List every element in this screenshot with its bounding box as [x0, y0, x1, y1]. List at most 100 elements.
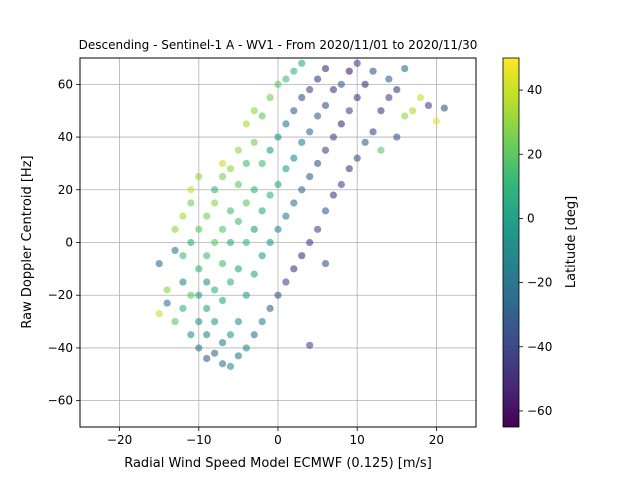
data-point [369, 67, 377, 75]
data-point [226, 165, 235, 173]
data-point [234, 265, 242, 273]
data-point [329, 191, 338, 199]
data-point [369, 128, 377, 136]
data-point [282, 278, 290, 286]
data-point [353, 154, 361, 162]
data-point [274, 225, 282, 233]
data-point [203, 354, 211, 363]
data-point [155, 310, 163, 318]
data-point [211, 286, 219, 294]
data-point [226, 207, 235, 215]
colorbar-ticks: −60 −40 −20 0 20 40 [519, 83, 552, 418]
data-point [337, 120, 345, 128]
data-point [290, 107, 298, 115]
data-point [416, 93, 425, 102]
data-point [203, 252, 211, 260]
x-tick-label: 20 [429, 433, 444, 447]
y-tick-label: 20 [58, 183, 73, 197]
data-point [440, 104, 448, 112]
data-point [298, 138, 306, 146]
data-point [274, 180, 282, 189]
y-tick-label: 60 [58, 77, 73, 91]
grid [80, 58, 476, 427]
data-point [401, 64, 409, 73]
data-point [314, 112, 322, 120]
data-point [187, 238, 195, 247]
y-tick-label: −20 [48, 288, 73, 302]
data-point [258, 112, 266, 120]
data-point [195, 265, 203, 273]
data-point [242, 291, 250, 299]
data-point [195, 173, 203, 181]
data-point [250, 138, 258, 146]
data-point [258, 159, 266, 168]
data-point [171, 317, 179, 326]
data-point [266, 238, 274, 247]
data-point [187, 331, 195, 339]
data-point [329, 86, 338, 94]
data-point [218, 259, 227, 268]
data-point [266, 146, 274, 154]
y-tick-label: 40 [58, 130, 73, 144]
colorbar [502, 57, 520, 428]
data-point [171, 225, 179, 233]
data-point [242, 159, 250, 168]
colorbar-tick-label: 40 [527, 83, 542, 97]
data-point [179, 212, 187, 220]
data-point [258, 207, 266, 215]
data-point [242, 120, 250, 128]
data-point [274, 133, 282, 141]
data-point [290, 67, 298, 75]
data-point [211, 199, 219, 207]
data-point [195, 225, 203, 233]
data-point [329, 133, 338, 141]
data-point [306, 128, 314, 136]
data-point [211, 186, 219, 194]
data-point [250, 107, 258, 115]
data-point [179, 304, 187, 312]
data-point [195, 291, 203, 299]
data-point [226, 278, 235, 286]
chart-title: Descending - Sentinel-1 A - WV1 - From 2… [79, 38, 478, 52]
data-point [282, 75, 290, 83]
colorbar-tick-label: −20 [527, 276, 552, 290]
data-point [290, 199, 298, 207]
data-point [361, 138, 369, 146]
y-tick-label: 0 [65, 236, 73, 250]
data-point [163, 299, 171, 307]
data-point [385, 93, 393, 102]
data-point [242, 199, 250, 207]
data-point [171, 246, 179, 255]
colorbar-tick-label: 0 [527, 211, 535, 225]
data-point [250, 186, 258, 194]
x-axis-ticks: −20 −10 0 10 20 [107, 427, 444, 447]
x-tick-label: 10 [350, 433, 365, 447]
data-point [234, 146, 242, 154]
data-points [155, 59, 448, 370]
data-point [250, 331, 258, 339]
data-point [353, 93, 361, 102]
data-point [234, 317, 242, 326]
data-point [234, 352, 242, 360]
data-point [163, 286, 171, 294]
data-point [314, 159, 322, 168]
data-point [250, 270, 258, 278]
data-point [195, 317, 203, 326]
data-point [155, 259, 163, 268]
data-point [195, 344, 203, 352]
data-point [218, 173, 227, 181]
data-point [401, 112, 409, 120]
data-point [258, 317, 266, 326]
data-point [203, 304, 211, 312]
data-point [306, 86, 314, 94]
data-point [393, 133, 401, 141]
data-point [298, 59, 306, 67]
data-point [179, 278, 187, 286]
data-point [211, 349, 219, 357]
data-point [234, 217, 242, 226]
y-tick-label: −60 [48, 394, 73, 408]
data-point [290, 154, 298, 162]
data-point [282, 165, 290, 173]
data-point [345, 107, 353, 115]
data-point [187, 186, 195, 194]
